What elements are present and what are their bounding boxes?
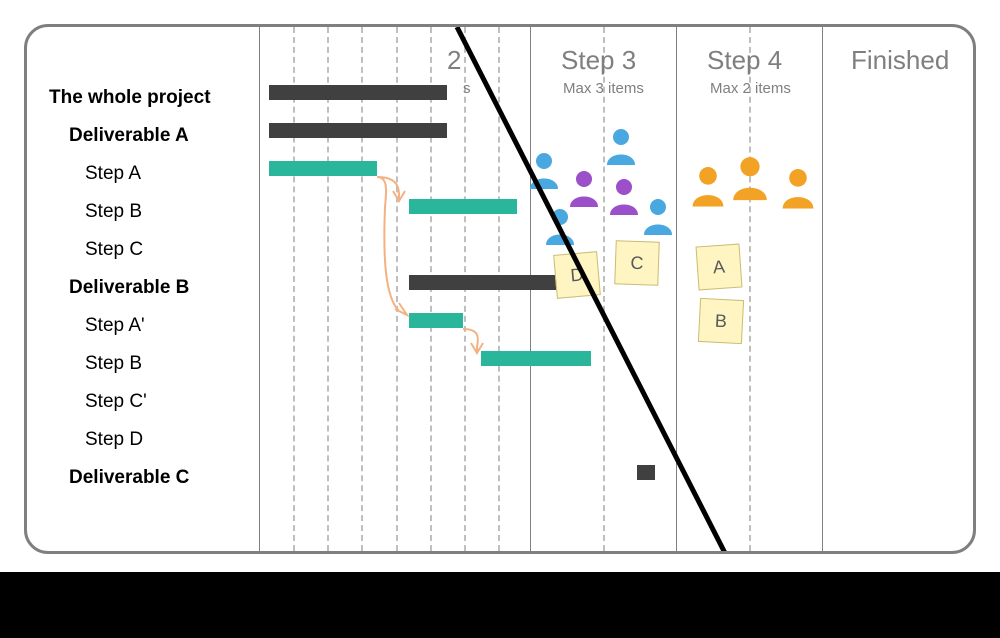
person-icon: [607, 177, 641, 220]
row-label: The whole project: [49, 87, 211, 109]
row-label: Step C': [85, 391, 147, 413]
row-label: Step A: [85, 163, 141, 185]
gantt-separator: [259, 27, 260, 551]
row-label: Step A': [85, 315, 145, 337]
column-wip-divider: [603, 27, 605, 551]
gantt-bar: [637, 465, 655, 480]
person-icon: [604, 127, 638, 170]
row-label: Deliverable B: [69, 277, 189, 299]
row-label: Step B: [85, 353, 142, 375]
person-icon: [641, 197, 675, 240]
column-separator: [676, 27, 677, 551]
column-wip-divider: [749, 27, 751, 551]
column-wip-limit: Max 2 items: [710, 80, 791, 97]
column-header: Finished: [851, 45, 949, 76]
gantt-bar: [269, 161, 377, 176]
person-icon: [730, 155, 771, 207]
column-wip-limit: Max 3 items: [563, 80, 644, 97]
diagram-frame: 2s Step 3 Max 3 items Step 4 Max 2 items Fini…: [24, 24, 976, 554]
column-header: Step 3: [561, 45, 636, 76]
sticky-card: D: [553, 251, 601, 299]
gantt-bar: [409, 199, 517, 214]
person-icon: [567, 169, 601, 212]
gantt-gridline: [293, 27, 295, 551]
column-wip-limit: s: [463, 80, 471, 97]
person-icon: [543, 207, 577, 250]
row-label: Step C: [85, 239, 143, 261]
bottom-black-strip: [0, 572, 1000, 638]
gantt-gridline: [361, 27, 363, 551]
row-label: Step B: [85, 201, 142, 223]
sticky-card: C: [614, 240, 660, 286]
gantt-gridline: [396, 27, 398, 551]
column-header: 2: [447, 45, 461, 76]
sticky-card: A: [696, 244, 743, 291]
person-icon: [527, 151, 561, 194]
gantt-bar: [409, 275, 559, 290]
row-label: Step D: [85, 429, 143, 451]
gantt-bar: [269, 85, 447, 100]
gantt-gridline: [327, 27, 329, 551]
sticky-card: B: [698, 298, 744, 344]
person-icon: [689, 165, 726, 212]
gantt-bar: [481, 351, 591, 366]
column-separator: [822, 27, 823, 551]
person-icon: [779, 167, 816, 214]
gantt-bar: [269, 123, 447, 138]
row-label: Deliverable A: [69, 125, 189, 147]
column-header: Step 4: [707, 45, 782, 76]
gantt-bar: [409, 313, 463, 328]
row-label: Deliverable C: [69, 467, 189, 489]
